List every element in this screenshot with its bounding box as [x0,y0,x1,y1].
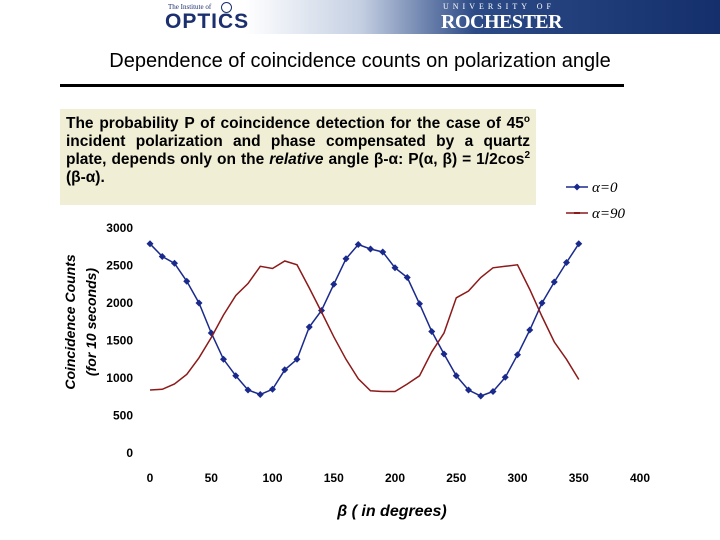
data-point [244,386,252,394]
optics-ring-icon [221,2,232,13]
series-line-1 [149,243,580,397]
optics-logo: The Institute of OPTICS [162,2,262,33]
data-point [232,372,240,380]
data-point [440,350,448,358]
data-point [146,240,154,248]
x-tick-label: 50 [205,471,219,485]
x-tick-label: 400 [630,471,650,485]
data-point [477,392,485,400]
data-point [416,300,423,308]
x-tick-label: 0 [147,471,154,485]
optics-logo-wordmark: OPTICS [165,10,250,33]
data-point [538,299,546,307]
x-axis-title: β ( in degrees) [336,503,447,520]
data-point [550,278,558,286]
title-underline [60,84,624,87]
legend-label-1: α=0 [592,180,618,196]
note-text-1: The probability P of coincidence detecti… [66,115,524,132]
data-point [281,366,289,374]
data-point [342,255,350,263]
legend-marker-2 [574,212,580,214]
data-point [158,253,166,260]
data-point [452,372,460,380]
data-point [379,248,387,256]
x-tick-label: 200 [385,471,405,485]
note-text-2: incident polarization and phase compensa… [66,133,530,168]
legend-label-2: α=90 [592,206,625,222]
y-tick-label: 1500 [106,334,133,348]
data-point [195,299,203,307]
rochester-logo-wordmark: ROCHESTER [441,11,563,33]
x-tick-label: 100 [262,471,282,485]
series-line-2 [149,260,580,393]
rochester-logo-caption: UNIVERSITY OF [443,2,555,11]
data-point [305,323,313,331]
data-point [171,259,178,267]
note-square-sup: 2 [524,149,530,161]
data-point [220,355,227,363]
explanation-box: The probability P of coincidence detecti… [60,109,536,205]
slide-title: Dependence of coincidence counts on pola… [109,50,611,72]
y-tick-label: 0 [126,446,133,460]
x-tick-label: 350 [569,471,589,485]
note-relative: relative [269,151,324,168]
data-point [465,386,472,394]
optics-logo-caption: The Institute of [168,3,212,11]
data-point [428,328,436,335]
data-point [489,388,497,395]
data-point [403,274,411,281]
x-tick-label: 300 [507,471,527,485]
data-point [575,240,583,248]
note-text-4: (β-α). [66,169,105,186]
data-point [354,241,362,248]
y-tick-label: 1000 [106,371,133,385]
x-tick-label: 150 [324,471,344,485]
data-point [391,264,399,272]
y-tick-label: 3000 [106,221,133,235]
y-tick-label: 2500 [106,259,133,273]
legend-marker-1 [573,183,581,191]
y-tick-label: 500 [113,409,133,423]
x-tick-label: 250 [446,471,466,485]
data-point [269,385,276,393]
data-point [183,277,191,285]
y-tick-label: 2000 [106,296,133,310]
data-point [330,280,338,288]
rochester-logo: UNIVERSITY OF ROCHESTER [440,2,570,33]
header-banner: The Institute of OPTICS UNIVERSITY OF RO… [0,0,720,34]
y-axis-subtitle: (for 10 seconds) [83,268,99,376]
data-point [293,355,301,363]
y-axis-title: Coincidence Counts [62,254,78,390]
note-degree-sup: o [523,113,530,125]
data-point [256,391,264,398]
data-point [367,245,374,253]
data-point [563,259,570,266]
data-point [514,351,521,359]
note-text-3: angle β-α: P(α, β) = 1/2cos [323,151,525,168]
data-point [501,373,509,381]
data-point [526,326,534,334]
